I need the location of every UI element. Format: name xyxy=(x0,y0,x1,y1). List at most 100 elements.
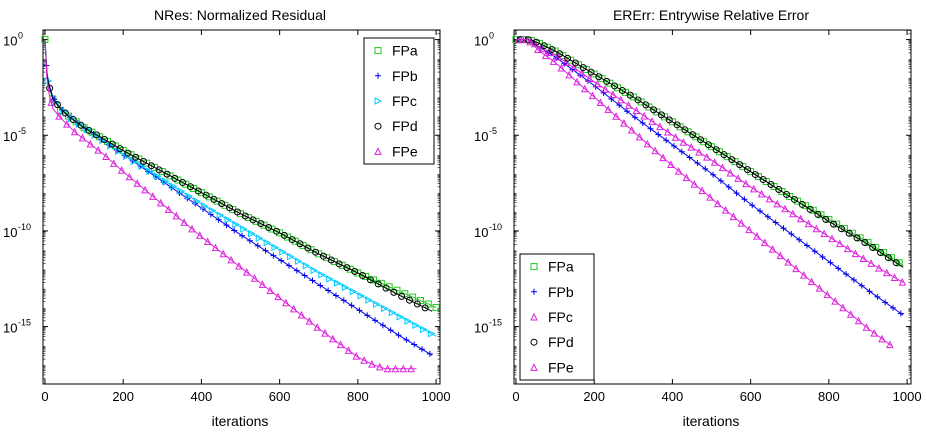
y-tick-label: 10 xyxy=(474,225,488,240)
data-point xyxy=(737,218,746,227)
data-point xyxy=(749,184,758,193)
data-point xyxy=(807,277,816,286)
data-point xyxy=(407,364,415,373)
data-point xyxy=(601,85,609,93)
data-point xyxy=(593,79,602,88)
data-point xyxy=(325,287,332,294)
legend-label: FPc xyxy=(548,309,573,325)
data-point xyxy=(549,57,558,65)
legend-label: FPb xyxy=(392,68,418,84)
data-point xyxy=(177,187,186,196)
data-point xyxy=(301,272,308,279)
data-point xyxy=(210,195,218,203)
data-point xyxy=(650,106,658,114)
y-tick-label: 10 xyxy=(474,321,488,336)
data-point xyxy=(380,304,389,313)
data-point xyxy=(764,213,771,220)
y-tick-exponent: -10 xyxy=(489,222,502,232)
data-point xyxy=(796,214,805,223)
data-point xyxy=(326,275,334,283)
data-point xyxy=(858,282,865,289)
y-tick-exponent: -5 xyxy=(18,126,26,136)
data-point xyxy=(232,220,240,229)
data-point xyxy=(203,237,212,246)
data-point xyxy=(656,122,664,131)
data-point xyxy=(388,308,397,317)
data-point xyxy=(309,277,316,284)
data-point xyxy=(265,223,273,231)
data-point xyxy=(667,160,675,168)
data-point xyxy=(776,251,785,260)
data-point xyxy=(239,232,246,239)
data-point xyxy=(792,264,800,273)
data-point xyxy=(609,90,617,99)
data-point xyxy=(828,234,836,243)
data-point xyxy=(697,136,705,144)
data-point xyxy=(648,117,656,125)
data-point xyxy=(231,227,238,234)
data-point xyxy=(141,185,149,194)
data-point xyxy=(823,290,832,299)
data-point xyxy=(154,172,162,181)
data-point xyxy=(180,218,189,226)
data-point xyxy=(796,236,803,243)
data-point xyxy=(640,111,649,120)
data-point xyxy=(866,288,873,295)
data-point xyxy=(102,152,110,160)
data-point xyxy=(616,95,625,104)
y-tick-exponent: -5 xyxy=(489,126,497,136)
data-point xyxy=(114,147,123,155)
data-point xyxy=(655,131,662,138)
x-tick-label: 400 xyxy=(191,389,213,404)
data-point xyxy=(147,162,155,170)
data-point xyxy=(588,91,597,100)
data-point xyxy=(156,198,165,207)
data-point xyxy=(854,316,863,325)
data-point xyxy=(122,152,131,161)
x-tick-label: 800 xyxy=(347,389,369,404)
data-point xyxy=(69,116,77,124)
data-point xyxy=(201,202,209,210)
data-point xyxy=(208,206,217,215)
data-point xyxy=(831,297,839,305)
data-point xyxy=(235,261,243,270)
data-point xyxy=(643,139,652,148)
data-point xyxy=(223,222,230,229)
data-point xyxy=(729,212,738,221)
series-FPe xyxy=(516,35,894,349)
data-point xyxy=(233,208,241,216)
data-point xyxy=(83,125,92,134)
data-point xyxy=(822,215,830,223)
data-point xyxy=(789,209,797,218)
plot-frame xyxy=(513,29,912,385)
data-point xyxy=(627,125,636,134)
data-point xyxy=(107,141,115,150)
data-point xyxy=(185,192,194,200)
data-point xyxy=(294,257,303,265)
data-point xyxy=(618,87,626,95)
data-point xyxy=(327,256,335,264)
data-point xyxy=(565,70,573,79)
data-point xyxy=(783,190,791,198)
legend-label: FPe xyxy=(548,359,574,375)
x-tick-label: 400 xyxy=(662,389,684,404)
x-axis-label: iterations xyxy=(212,413,269,429)
data-point xyxy=(161,177,170,186)
data-point xyxy=(651,146,660,155)
data-point xyxy=(280,231,288,239)
data-point xyxy=(273,227,281,235)
data-point xyxy=(271,243,280,252)
data-point xyxy=(302,261,311,270)
data-point xyxy=(639,119,646,126)
data-point xyxy=(427,329,436,338)
data-point xyxy=(801,202,809,210)
data-point xyxy=(526,37,534,46)
y-tick-label: 10 xyxy=(3,225,17,240)
data-point xyxy=(897,310,904,317)
data-point xyxy=(293,267,300,274)
data-point xyxy=(573,77,581,86)
y-tick-exponent: 0 xyxy=(489,31,494,41)
data-point xyxy=(270,252,277,259)
data-point xyxy=(390,288,398,296)
data-point xyxy=(870,328,879,337)
